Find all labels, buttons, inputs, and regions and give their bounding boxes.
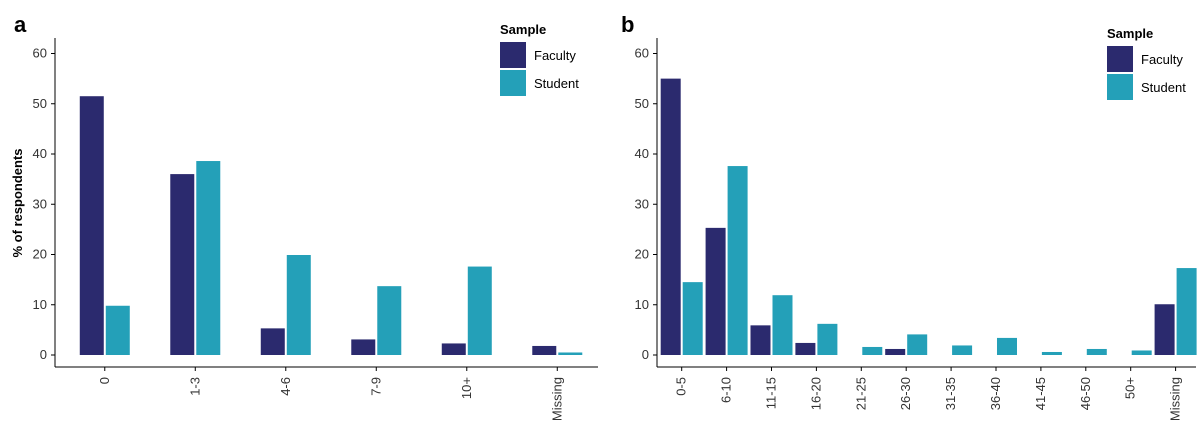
legend: Sample Faculty Student bbox=[1107, 26, 1186, 100]
x-tick-label: 16-20 bbox=[808, 377, 823, 410]
bar-student-0-5 bbox=[682, 282, 703, 355]
y-tick-label: 40 bbox=[635, 146, 649, 161]
bar-faculty-26-30 bbox=[885, 348, 906, 355]
x-tick-label: 0 bbox=[97, 377, 112, 384]
x-tick-label: 4-6 bbox=[278, 377, 293, 396]
legend-swatch-faculty bbox=[500, 42, 526, 68]
y-tick-label: 60 bbox=[33, 46, 47, 61]
x-tick-label: 6-10 bbox=[719, 377, 734, 403]
bar-student-10+ bbox=[467, 266, 492, 355]
y-tick-label: 20 bbox=[33, 247, 47, 262]
x-tick-label: Missing bbox=[549, 377, 564, 421]
bar-faculty-missing bbox=[1154, 304, 1175, 355]
x-tick-label: 7-9 bbox=[368, 377, 383, 396]
bar-student-26-30 bbox=[907, 334, 928, 355]
x-tick-label: 11-15 bbox=[763, 377, 778, 409]
bar-faculty-0 bbox=[79, 96, 104, 356]
legend-label-student: Student bbox=[534, 76, 579, 91]
bar-faculty-10+ bbox=[441, 343, 466, 355]
bar-faculty-0-5 bbox=[660, 78, 681, 355]
bar-student-0 bbox=[105, 305, 130, 355]
chart-panel-a: a 0 10 20 30 40 50 60 % of respondents 0 1-3 4-6 7-9… bbox=[10, 12, 598, 421]
y-tick-label: 50 bbox=[635, 96, 649, 111]
x-tick-label: 1-3 bbox=[187, 377, 202, 396]
legend-label-faculty: Faculty bbox=[534, 48, 576, 63]
bar-student-21-25 bbox=[862, 346, 883, 355]
x-tick-label: Missing bbox=[1168, 377, 1183, 421]
legend-swatch-faculty bbox=[1107, 46, 1133, 72]
bar-student-6-10 bbox=[727, 166, 748, 355]
y-tick-label: 30 bbox=[33, 196, 47, 211]
bar-student-46-50 bbox=[1086, 348, 1107, 355]
y-tick-label: 0 bbox=[40, 347, 47, 362]
y-tick-label: 20 bbox=[635, 247, 649, 262]
y-tick-label: 10 bbox=[33, 297, 47, 312]
y-tick-label: 40 bbox=[33, 146, 47, 161]
legend: Sample Faculty Student bbox=[500, 22, 579, 96]
y-tick-label: 60 bbox=[635, 46, 649, 61]
panel-letter: b bbox=[621, 12, 634, 37]
x-tick-label: 10+ bbox=[459, 377, 474, 399]
panel-letter: a bbox=[14, 12, 27, 37]
bar-student-41-45 bbox=[1041, 351, 1062, 355]
x-tick-label: 0-5 bbox=[674, 377, 689, 396]
bar-student-11-15 bbox=[772, 295, 793, 355]
legend-label-student: Student bbox=[1141, 80, 1186, 95]
x-tick-label: 41-45 bbox=[1033, 377, 1048, 410]
bar-student-16-20 bbox=[817, 323, 838, 355]
bar-faculty-16-20 bbox=[795, 342, 816, 355]
y-tick-label: 30 bbox=[635, 196, 649, 211]
y-tick-label: 50 bbox=[33, 96, 47, 111]
y-axis-label: % of respondents bbox=[10, 148, 25, 257]
chart-panel-b: b 0 10 20 30 40 50 60 0-5 6-10 11-15 16-20 21-25 26-3… bbox=[621, 12, 1197, 421]
x-tick-label: 46-50 bbox=[1078, 377, 1093, 410]
bar-faculty-6-10 bbox=[705, 227, 726, 355]
bar-faculty-missing bbox=[532, 345, 557, 355]
bar-student-50+ bbox=[1131, 350, 1152, 355]
x-tick-label: 31-35 bbox=[943, 377, 958, 410]
bar-student-missing bbox=[1176, 268, 1197, 355]
x-tick-label: 21-25 bbox=[853, 377, 868, 410]
y-tick-label: 10 bbox=[635, 297, 649, 312]
x-tick-label: 36-40 bbox=[988, 377, 1003, 410]
y-tick-label: 0 bbox=[642, 347, 649, 362]
bar-faculty-4-6 bbox=[260, 328, 285, 355]
legend-label-faculty: Faculty bbox=[1141, 52, 1183, 67]
bar-student-7-9 bbox=[377, 286, 402, 355]
x-tick-label: 26-30 bbox=[898, 377, 913, 410]
bar-student-36-40 bbox=[996, 337, 1017, 355]
legend-title: Sample bbox=[1107, 26, 1153, 41]
bar-student-1-3 bbox=[196, 161, 221, 355]
bar-faculty-7-9 bbox=[351, 339, 376, 355]
legend-swatch-student bbox=[1107, 74, 1133, 100]
bar-student-31-35 bbox=[952, 345, 973, 355]
x-tick-label: 50+ bbox=[1123, 377, 1138, 399]
legend-swatch-student bbox=[500, 70, 526, 96]
bar-student-missing bbox=[558, 352, 583, 355]
bar-faculty-11-15 bbox=[750, 325, 771, 355]
legend-title: Sample bbox=[500, 22, 546, 37]
bar-student-4-6 bbox=[286, 255, 311, 355]
bar-faculty-1-3 bbox=[170, 174, 195, 355]
